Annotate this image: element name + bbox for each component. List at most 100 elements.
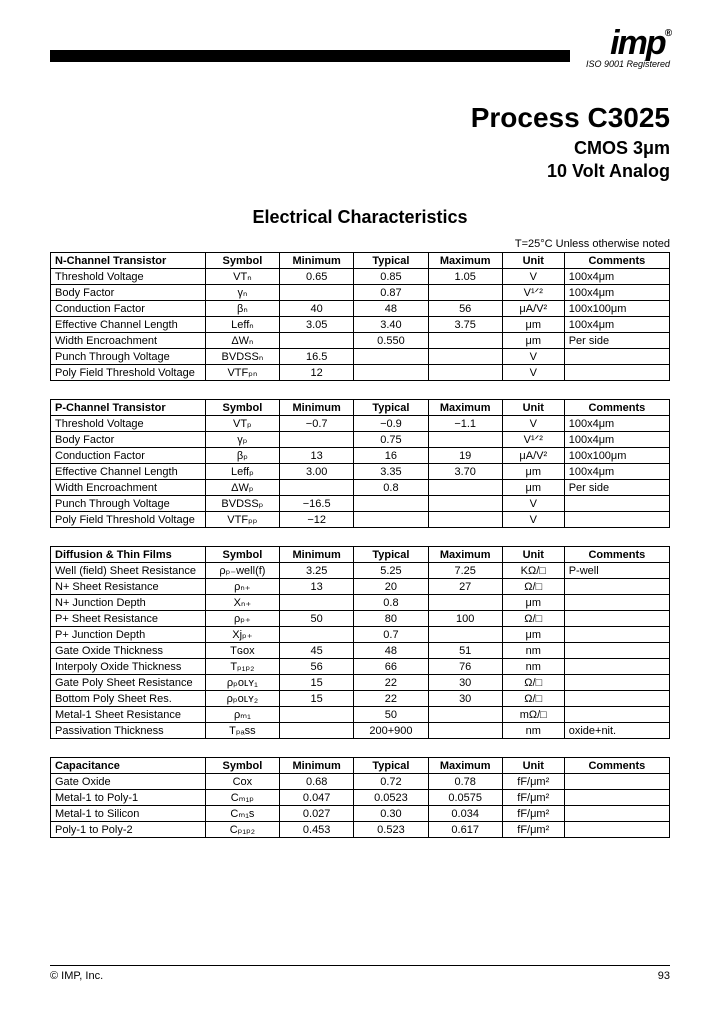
- cell: VTₚ: [205, 416, 279, 432]
- cell: BVDSSₚ: [205, 496, 279, 512]
- column-header: Comments: [564, 253, 669, 269]
- cell: Metal-1 to Poly-1: [51, 790, 206, 806]
- column-header: Symbol: [205, 758, 279, 774]
- table-row: Gate Oxide ThicknessTɢᴏx454851nm: [51, 643, 670, 659]
- cell: 0.65: [280, 269, 354, 285]
- cell: 3.40: [354, 317, 428, 333]
- cell: V¹ᐟ²: [502, 432, 564, 448]
- cell: Threshold Voltage: [51, 416, 206, 432]
- cell: 0.550: [354, 333, 428, 349]
- table-row: P+ Sheet Resistanceρₚ₊5080100Ω/□: [51, 611, 670, 627]
- cell: [564, 806, 669, 822]
- table-row: Poly-1 to Poly-2Cₚ₁ₚ₂0.4530.5230.617fF/μ…: [51, 822, 670, 838]
- cell: Well (field) Sheet Resistance: [51, 563, 206, 579]
- cell: 3.05: [280, 317, 354, 333]
- cell: Metal-1 Sheet Resistance: [51, 707, 206, 723]
- cell: N+ Junction Depth: [51, 595, 206, 611]
- column-header: Comments: [564, 400, 669, 416]
- cell: nm: [502, 643, 564, 659]
- cell: 0.75: [354, 432, 428, 448]
- cell: V: [502, 496, 564, 512]
- logo-text: imp: [610, 24, 664, 62]
- table-row: Metal-1 to SiliconCₘ₁s0.0270.300.034fF/μ…: [51, 806, 670, 822]
- cell: VTFₚₚ: [205, 512, 279, 528]
- cell: Width Encroachment: [51, 333, 206, 349]
- cell: 100x4μm: [564, 464, 669, 480]
- cell: 5.25: [354, 563, 428, 579]
- cell: [428, 432, 502, 448]
- cell: 100x4μm: [564, 317, 669, 333]
- cell: 48: [354, 643, 428, 659]
- cell: γₙ: [205, 285, 279, 301]
- cell: Leffₚ: [205, 464, 279, 480]
- table-row: N+ Sheet Resistanceρₙ₊132027Ω/□: [51, 579, 670, 595]
- cell: 13: [280, 579, 354, 595]
- cell: 7.25: [428, 563, 502, 579]
- table-row: Threshold VoltageVTₙ0.650.851.05V100x4μm: [51, 269, 670, 285]
- data-table: CapacitanceSymbolMinimumTypicalMaximumUn…: [50, 757, 670, 838]
- cell: 16.5: [280, 349, 354, 365]
- table-row: Punch Through VoltageBVDSSₙ16.5V: [51, 349, 670, 365]
- cell: Per side: [564, 480, 669, 496]
- column-header: Minimum: [280, 758, 354, 774]
- cell: P-well: [564, 563, 669, 579]
- column-header: Typical: [354, 253, 428, 269]
- cell: 50: [354, 707, 428, 723]
- subtitle-1: CMOS 3μm: [50, 138, 670, 159]
- cell: μm: [502, 480, 564, 496]
- cell: 100: [428, 611, 502, 627]
- cell: [564, 822, 669, 838]
- table-row: Gate Poly Sheet Resistanceρₚᴏʟʏ₁152230Ω/…: [51, 675, 670, 691]
- cell: ΔWₚ: [205, 480, 279, 496]
- table-row: Body Factorγₙ0.87V¹ᐟ²100x4μm: [51, 285, 670, 301]
- main-title: Process C3025: [50, 102, 670, 134]
- cell: [280, 707, 354, 723]
- footer-left: © IMP, Inc.: [50, 970, 103, 982]
- cell: μA/V²: [502, 301, 564, 317]
- column-header: Unit: [502, 400, 564, 416]
- cell: [564, 774, 669, 790]
- column-header: Minimum: [280, 547, 354, 563]
- cell: nm: [502, 723, 564, 739]
- footer-right: 93: [658, 970, 670, 982]
- column-header: Symbol: [205, 547, 279, 563]
- table-row: Interpoly Oxide ThicknessTₚ₁ₚ₂566676nm: [51, 659, 670, 675]
- column-header: Unit: [502, 253, 564, 269]
- cell: 30: [428, 691, 502, 707]
- cell: KΩ/□: [502, 563, 564, 579]
- cell: [428, 595, 502, 611]
- table-row: Width EncroachmentΔWₙ0.550μmPer side: [51, 333, 670, 349]
- cell: 3.75: [428, 317, 502, 333]
- cell: fF/μm²: [502, 790, 564, 806]
- cell: V: [502, 269, 564, 285]
- column-header: Comments: [564, 758, 669, 774]
- table-row: Metal-1 Sheet Resistanceρₘ₁50mΩ/□: [51, 707, 670, 723]
- cell: Metal-1 to Silicon: [51, 806, 206, 822]
- table-row: Conduction Factorβₚ131619μA/V²100x100μm: [51, 448, 670, 464]
- cell: 22: [354, 691, 428, 707]
- table-heading: Capacitance: [51, 758, 206, 774]
- cell: ρₚᴏʟʏ₁: [205, 675, 279, 691]
- cell: fF/μm²: [502, 806, 564, 822]
- cell: 0.7: [354, 627, 428, 643]
- cell: 66: [354, 659, 428, 675]
- tables-container: N-Channel TransistorSymbolMinimumTypical…: [50, 252, 670, 838]
- cell: [428, 496, 502, 512]
- cell: 22: [354, 675, 428, 691]
- cell: fF/μm²: [502, 774, 564, 790]
- cell: [428, 349, 502, 365]
- cell: Xjₚ₊: [205, 627, 279, 643]
- cell: 100x4μm: [564, 432, 669, 448]
- cell: μm: [502, 333, 564, 349]
- cell: 0.0575: [428, 790, 502, 806]
- cell: 20: [354, 579, 428, 595]
- cell: Cₘ₁ₚ: [205, 790, 279, 806]
- table-row: Punch Through VoltageBVDSSₚ−16.5V: [51, 496, 670, 512]
- column-header: Unit: [502, 547, 564, 563]
- table-row: Width EncroachmentΔWₚ0.8μmPer side: [51, 480, 670, 496]
- cell: 0.68: [280, 774, 354, 790]
- cell: ΔWₙ: [205, 333, 279, 349]
- cell: [280, 285, 354, 301]
- cell: [354, 365, 428, 381]
- table-row: N+ Junction DepthXₙ₊0.8μm: [51, 595, 670, 611]
